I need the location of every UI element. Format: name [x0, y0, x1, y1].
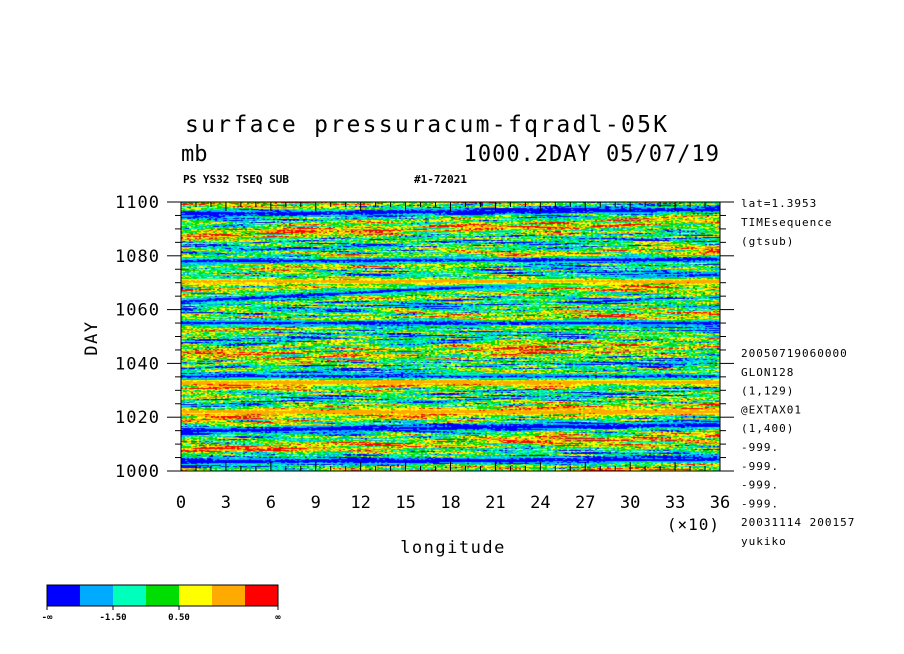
- colorbar-swatch: [212, 585, 245, 606]
- chart-run-info: 1000.2DAY 05/07/19: [464, 142, 720, 167]
- x-tick-labels: 0 3 6 9 12 15 18 21 24 27 30 33 36: [176, 493, 730, 513]
- x-tick-label: 27: [575, 493, 595, 513]
- y-axis-label: DAY: [82, 320, 102, 355]
- side-info-bottom-line: -999.: [741, 497, 779, 510]
- y-tick-label: 1020: [115, 408, 160, 428]
- y-tick-label: 1060: [115, 301, 160, 321]
- side-info-bottom-line: -999.: [741, 460, 779, 473]
- chart-subtitle-left: PS YS32 TSEQ SUB: [183, 173, 289, 186]
- side-info-top-line: (gtsub): [741, 235, 794, 248]
- colorbar-swatch: [47, 585, 80, 606]
- x-tick-label: 12: [350, 493, 370, 513]
- x-tick-label: 36: [710, 493, 730, 513]
- side-info-bottom-line: @EXTAX01: [741, 403, 802, 416]
- colorbar-swatch: [146, 585, 179, 606]
- side-info-top-line: TIMEsequence: [741, 216, 832, 229]
- side-info-bottom-line: -999.: [741, 479, 779, 492]
- x-tick-label: 24: [530, 493, 550, 513]
- chart-subtitle-right: #1-72021: [414, 173, 467, 186]
- x-tick-label: 18: [440, 493, 460, 513]
- axis-ticks: [167, 201, 734, 472]
- x-tick-label: 15: [395, 493, 415, 513]
- colorbar-label: -∞: [42, 613, 53, 623]
- side-info-bottom-line: (1,129): [741, 385, 794, 398]
- x-tick-label: 0: [176, 493, 186, 513]
- x-tick-label: 30: [620, 493, 640, 513]
- y-tick-label: 1000: [115, 462, 160, 482]
- colorbar-swatch: [245, 585, 278, 606]
- side-info-bottom-line: yukiko: [741, 535, 787, 548]
- side-info-bottom-line: GLON128: [741, 366, 794, 379]
- x-tick-label: 9: [311, 493, 321, 513]
- colorbar-label: 0.50: [168, 613, 190, 623]
- side-info-bottom-line: 20031114 200157: [741, 516, 855, 529]
- x-axis-label: longitude: [400, 538, 506, 558]
- colorbar-frame: [46, 584, 279, 607]
- side-info-bottom-line: 20050719060000: [741, 347, 848, 360]
- y-tick-labels: 1000 1020 1040 1060 1080 1100: [115, 193, 160, 482]
- y-tick-label: 1080: [115, 247, 160, 267]
- side-info-top-line: lat=1.3953: [741, 197, 817, 210]
- x-multiplier-label: (×10): [667, 515, 720, 534]
- heatmap-image: [181, 202, 720, 471]
- x-tick-label: 6: [266, 493, 276, 513]
- colorbar-swatch: [113, 585, 146, 606]
- side-info-bottom-line: -999.: [741, 441, 779, 454]
- side-info-bottom-line: (1,400): [741, 422, 794, 435]
- side-info: lat=1.3953 TIMEsequence (gtsub) 20050719060…: [741, 197, 855, 548]
- y-tick-label: 1100: [115, 193, 160, 213]
- colorbar-swatch: [179, 585, 212, 606]
- chart-title: surface pressuracum-fqradl-05K: [185, 112, 669, 138]
- x-tick-label: 3: [221, 493, 231, 513]
- chart-units: mb: [181, 142, 208, 167]
- colorbar-label: -1.50: [99, 613, 126, 623]
- colorbar-label: ∞: [275, 613, 281, 623]
- y-tick-label: 1040: [115, 354, 160, 374]
- heatmap-field: [181, 202, 720, 471]
- colorbar: -∞ -1.50 0.50 ∞: [42, 584, 281, 623]
- colorbar-swatch: [80, 585, 113, 606]
- x-tick-label: 33: [665, 493, 685, 513]
- x-tick-label: 21: [485, 493, 505, 513]
